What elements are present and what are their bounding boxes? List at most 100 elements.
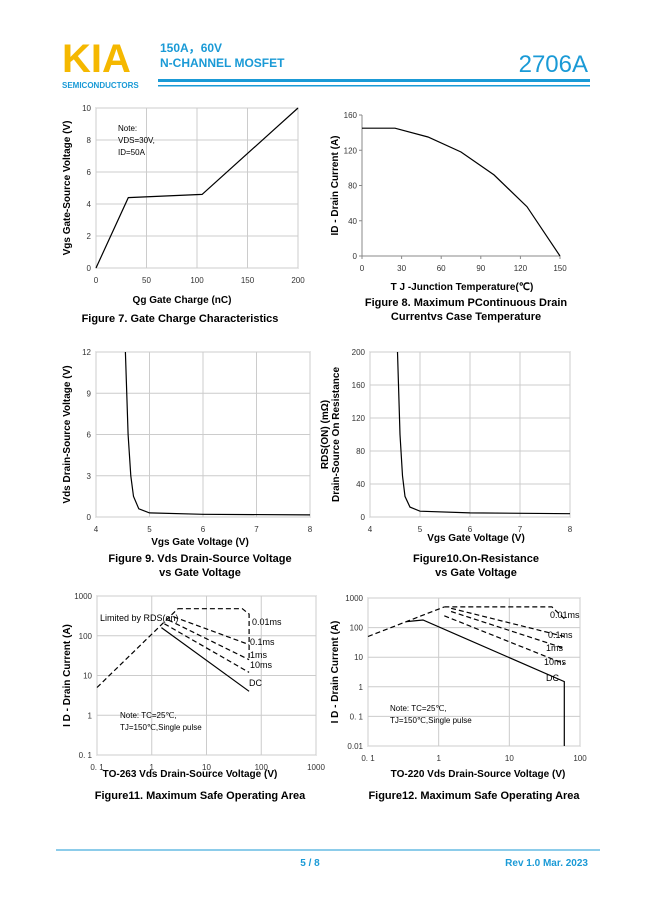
data-line [444, 606, 565, 620]
chart-note: Note: TC=25℃, [120, 711, 177, 720]
y-tick-label: 4 [87, 200, 92, 209]
chart-note: Note: TC=25℃, [390, 704, 447, 713]
x-tick-label: 7 [254, 525, 259, 534]
y-tick-label: 0. 1 [79, 751, 93, 760]
y-axis-label: ID - Drain Current (A) [330, 136, 341, 236]
y-tick-label: 1 [359, 683, 364, 692]
y-tick-label: 3 [87, 472, 92, 481]
x-tick-label: 1 [436, 754, 441, 763]
chart-note: Note: [118, 124, 137, 133]
x-tick-label: 50 [142, 276, 151, 285]
page-number: 5 / 8 [300, 858, 320, 869]
figure-caption: Figure10.On-Resistance [413, 553, 539, 565]
line-label: 0.01ms [252, 617, 282, 627]
device-type: N-CHANNEL MOSFET [160, 56, 285, 70]
header-rule [158, 85, 590, 87]
x-tick-label: 6 [201, 525, 206, 534]
y-tick-label: 0 [361, 513, 366, 522]
x-tick-label: 1 [150, 763, 155, 772]
y-tick-label: 1000 [74, 592, 92, 601]
y-tick-label: 0 [87, 264, 92, 273]
y-tick-label: 10 [83, 672, 92, 681]
y-axis-label: I D - Drain Current (A) [62, 624, 73, 727]
line-label: 0.01ms [550, 610, 580, 620]
y-tick-label: 40 [356, 480, 365, 489]
y-tick-label: 0 [87, 513, 92, 522]
x-tick-label: 1000 [307, 763, 325, 772]
y-tick-label: 6 [87, 168, 92, 177]
x-tick-label: 30 [397, 264, 406, 273]
x-tick-label: 4 [94, 525, 99, 534]
figure-caption: Figure 9. Vds Drain-Source Voltage [108, 553, 291, 565]
data-line [444, 615, 565, 665]
data-line [167, 619, 250, 661]
y-tick-label: 8 [87, 136, 92, 145]
x-axis-label: T J -Junction Temperature(℃) [391, 282, 534, 293]
figure-caption: Figure 7. Gate Charge Characteristics [82, 313, 279, 325]
y-tick-label: 160 [352, 381, 366, 390]
figure-caption: vs Gate Voltage [435, 567, 517, 579]
figure-caption: Currentvs Case Temperature [391, 311, 541, 323]
y-tick-label: 120 [344, 146, 358, 155]
x-tick-label: 100 [573, 754, 587, 763]
data-line [96, 608, 179, 688]
y-tick-label: 2 [87, 232, 92, 241]
chart-note: TJ=150℃,Single pulse [120, 723, 202, 732]
figure-caption: Figure11. Maximum Safe Operating Area [95, 790, 306, 802]
x-axis-label: TO-220 Vds Drain-Source Voltage (V) [391, 769, 566, 780]
data-line [450, 610, 565, 649]
y-tick-label: 100 [79, 632, 93, 641]
data-line [161, 627, 250, 692]
x-tick-label: 8 [308, 525, 313, 534]
data-line [367, 606, 445, 638]
y-tick-label: 100 [350, 624, 364, 633]
chart-note: ID=50A [118, 148, 146, 157]
y-tick-label: 80 [356, 447, 365, 456]
y-tick-label: 10 [354, 653, 363, 662]
chart-note: TJ=150℃,Single pulse [390, 716, 472, 725]
y-tick-label: 160 [344, 111, 358, 120]
y-tick-label: 0. 1 [350, 712, 364, 721]
x-tick-label: 0 [94, 276, 99, 285]
x-tick-label: 0 [360, 264, 365, 273]
x-tick-label: 150 [241, 276, 255, 285]
x-tick-label: 90 [476, 264, 485, 273]
y-axis-label: Drain-Source On Resistance [331, 367, 342, 502]
x-tick-label: 10 [202, 763, 211, 772]
plot-area [367, 597, 581, 747]
y-tick-label: 40 [348, 217, 357, 226]
x-axis-label: Qg Gate Charge (nC) [133, 295, 232, 306]
y-axis-label: I D - Drain Current (A) [330, 621, 341, 724]
y-axis-label: Vgs Gate-Source Voltage (V) [62, 121, 73, 256]
data-line [164, 623, 250, 673]
figure-caption: Figure12. Maximum Safe Operating Area [368, 790, 580, 802]
data-line [396, 351, 571, 515]
y-tick-label: 6 [87, 431, 92, 440]
y-tick-label: 9 [87, 389, 92, 398]
y-tick-label: 80 [348, 182, 357, 191]
line-label: DC [249, 678, 262, 688]
x-tick-label: 5 [418, 525, 423, 534]
header-rule [158, 79, 590, 82]
x-tick-label: 60 [437, 264, 446, 273]
chart-annotation: Limited by RDS(on) [100, 613, 179, 623]
y-axis-label: RDS(ON) (mΩ) [320, 400, 331, 469]
x-tick-label: 6 [468, 525, 473, 534]
revision: Rev 1.0 Mar. 2023 [505, 858, 588, 869]
x-tick-label: 7 [518, 525, 523, 534]
x-tick-label: 150 [553, 264, 567, 273]
y-tick-label: 120 [352, 414, 366, 423]
x-axis-label: Vgs Gate Voltage (V) [151, 537, 249, 548]
line-label: 1ms [250, 650, 268, 660]
x-axis-label: TO-263 Vds Drain-Source Voltage (V) [103, 769, 278, 780]
line-label: 10ms [544, 657, 567, 667]
company: SEMICONDUCTORS [62, 81, 139, 90]
data-line [173, 616, 250, 646]
data-line [95, 107, 299, 269]
plot-area [362, 115, 560, 256]
x-tick-label: 0. 1 [361, 754, 375, 763]
line-label: 10ms [250, 660, 273, 670]
data-line [362, 127, 561, 257]
data-line [406, 619, 565, 746]
